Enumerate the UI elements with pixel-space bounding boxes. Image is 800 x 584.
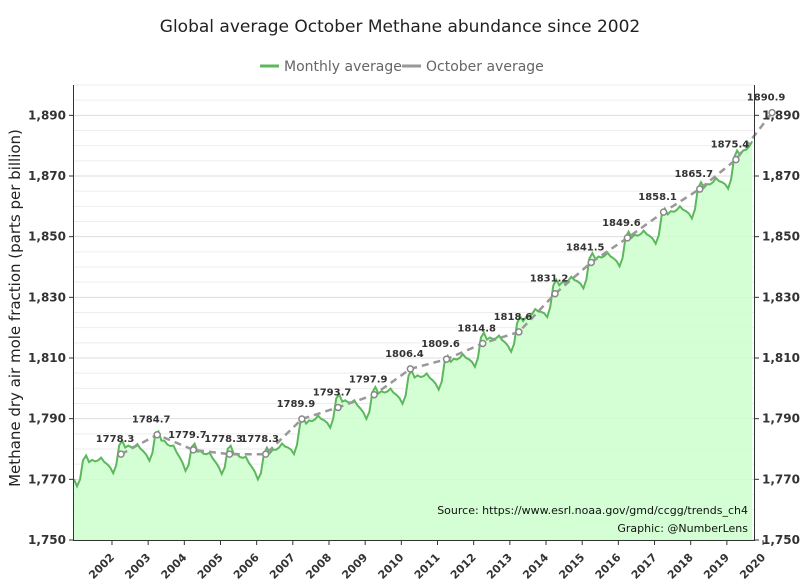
x-tick-label: 2019 [701,551,732,580]
y-tick-label-left: 1,790 [28,412,66,426]
x-tick-label: 2015 [556,551,587,580]
y-tick-label-left: 1,870 [28,169,66,183]
x-tick-label: 2007 [267,551,298,580]
october-data-label: 1778.3 [204,434,243,445]
october-point [298,415,306,423]
y-tick-label-right: 1,850 [762,230,800,244]
october-point [334,403,342,412]
x-tick-label: 2005 [195,551,226,580]
october-point [587,258,595,267]
y-tick-label-left: 1,770 [28,472,66,486]
x-tick-label: 2020 [737,551,768,580]
october-data-label: 1831.2 [530,274,569,285]
legend-label-monthly: Monthly average [284,59,402,75]
source-annotation: Source: https://www.esrl.noaa.gov/gmd/cc… [437,504,748,517]
x-tick-label: 2017 [629,551,660,580]
october-point [623,234,632,242]
y-tick-label-right: 1,810 [762,351,800,365]
y-axis-title: Methane dry air mole fraction (parts per… [6,129,24,487]
x-tick-label: 2004 [159,551,190,580]
x-tick-label: 2013 [484,551,515,580]
october-point [551,289,559,298]
october-data-label: 1797.9 [349,375,388,386]
y-axis-left: 1,750 1,770 1,790 1,810 1,830 1,850 1,870 1,890 [28,108,74,547]
october-point [153,430,161,439]
legend-item-monthly[interactable]: Monthly average [260,59,402,75]
october-point [442,355,451,363]
y-tick-label-left: 1,750 [28,533,66,547]
october-point [515,328,523,336]
october-data-label: 1784.7 [132,415,171,426]
october-data-label: 1849.6 [602,218,641,229]
y-tick-label-left: 1,830 [28,290,66,304]
october-point [370,390,378,399]
october-data-labels: 1778.31784.71779.71778.31778.31789.91793… [96,93,786,446]
y-tick-label-left: 1,850 [28,230,66,244]
legend-item-october[interactable]: October average [402,59,544,75]
x-tick-label: 2016 [593,551,624,580]
october-data-label: 1865.7 [674,169,713,180]
october-data-label: 1793.7 [313,387,352,398]
october-point [406,365,415,373]
october-point [732,155,740,164]
y-axis-right: 1,750 1,770 1,790 1,810 1,830 1,850 1,870 1,890 [754,108,800,547]
axes [73,85,755,541]
y-tick-label-right: 1,790 [762,412,800,426]
y-tick-label-left: 1,810 [28,351,66,365]
x-tick-label: 2002 [86,551,117,580]
october-point [225,450,234,458]
y-tick-label-right: 1,770 [762,472,800,486]
october-data-label: 1778.3 [96,434,135,445]
october-data-label: 1809.6 [421,339,460,350]
october-data-label: 1778.3 [240,434,279,445]
x-tick-label: 2018 [665,551,696,580]
x-tick-label: 2010 [376,551,407,580]
october-data-label: 1841.5 [566,242,605,253]
october-data-label: 1875.4 [711,140,750,151]
october-points [117,108,776,458]
y-tick-label-right: 1,890 [762,108,800,122]
october-data-label: 1814.8 [457,323,496,334]
x-axis: 2002 2003 2004 2005 2006 2007 2008 2009 2010 2011… [86,540,768,582]
chart-legend: Monthly average October average [260,59,544,75]
x-tick-label: 2012 [448,551,479,580]
x-tick-label: 2014 [520,551,551,580]
x-tick-label: 2006 [231,551,262,580]
annotations: Source: https://www.esrl.noaa.gov/gmd/cc… [437,504,748,535]
october-point [478,339,487,348]
october-data-label: 1789.9 [277,399,316,410]
x-tick-label: 2008 [303,551,334,580]
y-tick-label-right: 1,830 [762,290,800,304]
y-tick-label-left: 1,890 [28,108,66,122]
october-data-label: 1858.1 [638,192,677,203]
y-tick-label-right: 1,870 [762,169,800,183]
october-point [768,108,776,117]
october-point [189,446,198,454]
october-point [659,208,668,216]
x-tick-label: 2003 [122,551,153,580]
monthly-average-line [73,140,754,489]
october-data-label: 1806.4 [385,349,424,360]
october-data-label: 1890.9 [747,93,786,104]
chart-title: Global average October Methane abundance… [160,17,640,37]
october-point [117,450,125,458]
monthly-area-fill [74,141,753,540]
graphic-credit: Graphic: @NumberLens [617,522,748,535]
october-point [695,185,704,193]
x-tick-label: 2011 [412,551,443,580]
y-tick-label-right: 1,750 [762,533,800,547]
october-point [261,450,270,458]
legend-label-october: October average [426,59,544,75]
october-data-label: 1779.7 [168,430,207,441]
october-data-label: 1818.6 [494,312,533,323]
x-tick-label: 2009 [339,551,370,580]
